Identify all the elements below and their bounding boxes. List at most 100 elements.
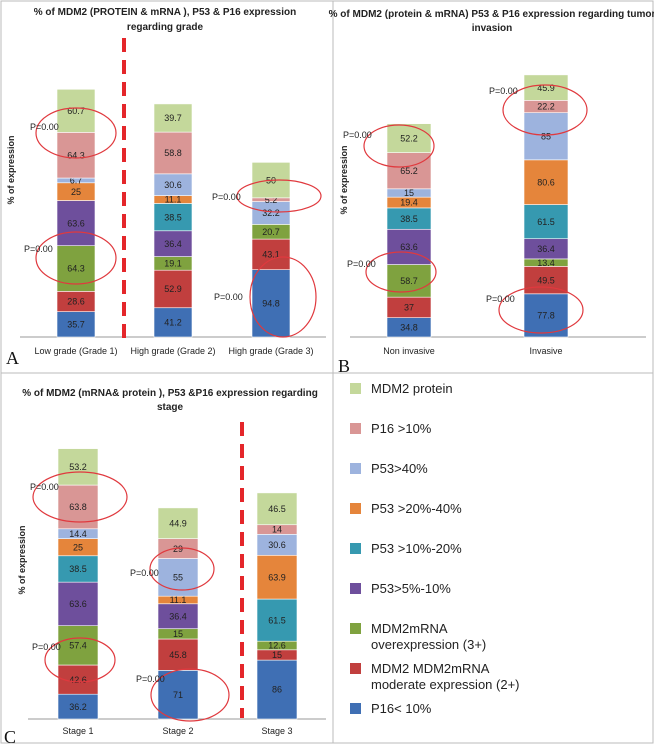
data-label: 32.2 — [262, 208, 280, 218]
highlight-ellipse — [44, 637, 116, 683]
y-axis-label: % of expression — [6, 135, 16, 204]
data-label: 49.5 — [537, 275, 555, 285]
bar-segment — [523, 74, 569, 101]
chart-title: % of MDM2 (mRNA& protein ), P53 &P16 exp… — [22, 388, 318, 399]
legend-label: moderate expression (2+) — [371, 677, 520, 692]
highlight-ellipse — [363, 124, 435, 168]
data-label: 12.6 — [268, 641, 286, 651]
data-label: 38.5 — [164, 212, 182, 222]
legend-swatch — [350, 663, 361, 674]
chart-panel-a: % of MDM2 (PROTEIN & mRNA ), P53 & P16 e… — [6, 7, 326, 368]
legend-swatch — [350, 703, 361, 714]
chart-title: % of MDM2 (protein & mRNA) P53 & P16 exp… — [329, 9, 654, 20]
bar-segment — [57, 448, 99, 486]
category-label: Invasive — [529, 346, 562, 356]
data-label: 25 — [71, 187, 81, 197]
legend-label: MDM2 protein — [371, 381, 453, 396]
data-label: 52.9 — [164, 284, 182, 294]
highlight-ellipse — [365, 251, 437, 293]
data-label: 58.7 — [400, 276, 418, 286]
highlight-ellipse — [32, 471, 128, 523]
bar-segment — [256, 492, 298, 526]
highlight-ellipse — [35, 107, 117, 159]
bar-segment — [57, 693, 99, 720]
data-label: 65.2 — [400, 166, 418, 176]
data-label: 41.2 — [164, 318, 182, 328]
highlight-ellipse — [502, 84, 588, 136]
bar-segment — [256, 659, 298, 720]
data-label: 45.9 — [537, 83, 555, 93]
data-label: 15 — [404, 188, 414, 198]
legend-label: P16 >10% — [371, 421, 432, 436]
data-label: 39.7 — [164, 113, 182, 123]
data-label: 30.6 — [164, 180, 182, 190]
data-label: 37 — [404, 303, 414, 313]
p-value-annotation: P=0.00 — [130, 568, 159, 578]
legend-label: P53>40% — [371, 461, 428, 476]
legend-swatch — [350, 503, 361, 514]
data-label: 46.5 — [268, 504, 286, 514]
y-axis-label: % of expression — [339, 145, 349, 214]
chart-title: stage — [157, 402, 184, 413]
data-label: 61.5 — [537, 217, 555, 227]
p-value-annotation: P=0.00 — [347, 259, 376, 269]
bar-segment — [57, 555, 99, 583]
legend-label: P16< 10% — [371, 701, 432, 716]
chart-title: invasion — [472, 23, 513, 34]
highlight-ellipse — [498, 286, 584, 334]
legend-label: overexpression (3+) — [371, 637, 486, 652]
data-label: 63.6 — [69, 599, 87, 609]
legend-label: MDM2 MDM2mRNA — [371, 661, 490, 676]
data-label: 86 — [272, 685, 282, 695]
data-label: 22.2 — [537, 102, 555, 112]
chart-panel-b: % of MDM2 (protein & mRNA) P53 & P16 exp… — [329, 9, 654, 376]
data-label: 61.5 — [268, 615, 286, 625]
bar-segment — [251, 269, 291, 338]
category-label: Stage 1 — [62, 726, 93, 736]
legend-swatch — [350, 583, 361, 594]
bar-segment — [386, 123, 432, 153]
category-label: High grade (Grade 2) — [130, 346, 215, 356]
category-label: Stage 2 — [162, 726, 193, 736]
chart-title: regarding grade — [127, 22, 204, 33]
data-label: 35.7 — [67, 320, 85, 330]
data-label: 43.1 — [262, 250, 280, 260]
category-label: Stage 3 — [261, 726, 292, 736]
category-label: Non invasive — [383, 346, 435, 356]
bar-segment — [153, 203, 193, 232]
data-label: 13.4 — [537, 258, 555, 268]
data-label: 52.2 — [400, 133, 418, 143]
legend-swatch — [350, 383, 361, 394]
bar-segment — [256, 598, 298, 642]
data-label: 38.5 — [69, 564, 87, 574]
bar-segment — [386, 152, 432, 190]
data-label: 63.6 — [400, 242, 418, 252]
legend-swatch — [350, 463, 361, 474]
highlight-ellipse — [249, 256, 317, 338]
data-label: 5.2 — [265, 195, 278, 205]
bar-segment — [153, 307, 193, 338]
p-value-annotation: P=0.00 — [486, 294, 515, 304]
data-label: 36.4 — [169, 611, 187, 621]
legend-label: P53>5%-10% — [371, 581, 451, 596]
data-label: 29 — [173, 544, 183, 554]
data-label: 77.8 — [537, 311, 555, 321]
data-label: 94.8 — [262, 299, 280, 309]
data-label: 38.5 — [400, 214, 418, 224]
data-label: 6.7 — [70, 176, 83, 186]
bar-segment — [56, 200, 96, 246]
bar-segment — [386, 228, 432, 265]
data-label: 30.6 — [268, 540, 286, 550]
data-label: 36.4 — [164, 239, 182, 249]
bar-segment — [57, 581, 99, 627]
data-label: 63.8 — [69, 502, 87, 512]
data-label: 19.4 — [400, 198, 418, 208]
bar-segment — [157, 603, 199, 630]
panel-letter: B — [338, 356, 350, 376]
data-label: 14.4 — [69, 529, 87, 539]
p-value-annotation: P=0.00 — [32, 642, 61, 652]
data-label: 15 — [272, 650, 282, 660]
data-label: 85 — [541, 131, 551, 141]
